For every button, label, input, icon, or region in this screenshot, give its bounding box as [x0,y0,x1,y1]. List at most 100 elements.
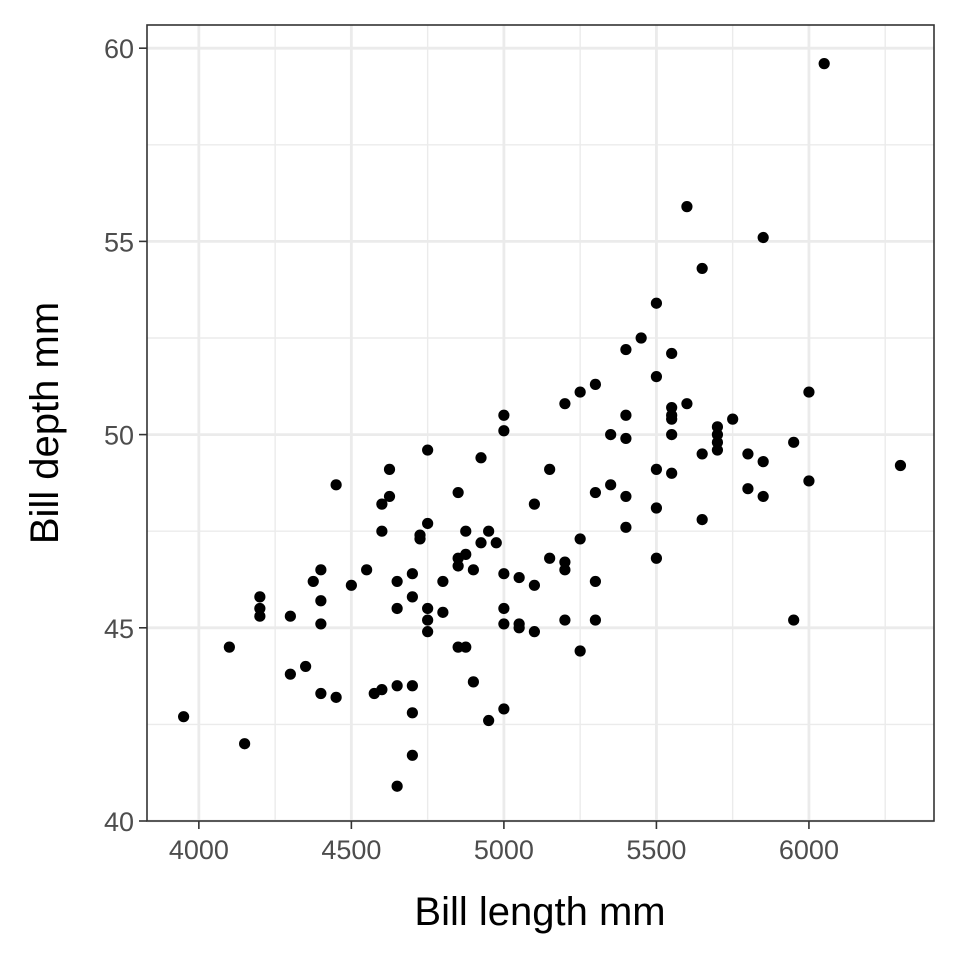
x-tick-label: 4500 [321,835,381,865]
data-point [284,610,296,622]
data-point [315,564,327,576]
plot-panel [147,25,934,821]
data-point [666,347,678,360]
data-point [406,591,418,603]
y-tick-label: 40 [104,807,134,837]
data-point [574,533,586,545]
y-axis-title: Bill depth mm [23,302,67,544]
data-point [513,571,525,584]
data-point [528,626,540,638]
data-point [681,201,693,213]
data-point [711,436,724,448]
data-point [620,432,632,445]
data-point [330,479,342,491]
data-point [437,606,449,618]
data-point [376,498,388,510]
data-point [498,703,510,715]
x-tick-label: 4000 [169,835,229,865]
data-point [361,564,373,576]
data-point [559,556,571,568]
data-point [605,428,617,441]
data-point [742,483,754,495]
data-point [498,409,510,421]
data-point [559,398,571,410]
data-point [711,428,724,441]
plot-border [146,24,935,822]
data-point [406,749,418,761]
data-point [330,691,342,703]
data-point [391,602,403,615]
data-point [498,618,510,630]
data-point [650,552,663,564]
data-point [894,459,907,472]
data-point [391,680,403,692]
data-point [788,614,800,626]
data-point [498,602,510,615]
data-point [475,452,487,464]
data-point [666,467,678,479]
data-point [696,262,708,275]
data-point [422,614,434,626]
data-point [414,533,426,545]
data-point [803,475,815,487]
data-point [422,444,434,456]
data-point [391,780,403,792]
data-point [605,479,617,491]
data-point [620,490,632,503]
y-tick-label: 60 [104,34,134,64]
data-points [178,58,907,792]
data-point [711,444,724,456]
data-point [452,486,464,499]
data-point [528,498,540,510]
data-point [803,386,815,398]
data-point [650,502,663,514]
data-point [467,564,479,576]
data-point [475,537,487,549]
data-point [757,231,769,244]
data-point [544,552,556,564]
data-point [254,610,266,622]
data-point [345,579,357,591]
data-point [422,626,434,638]
y-axis: 40 45 50 55 60 [104,34,147,837]
data-point [376,684,388,696]
x-tick-label: 5000 [474,835,534,865]
data-point [666,428,678,441]
data-point [650,463,663,475]
data-point [483,714,495,727]
data-point [513,622,525,634]
data-point [498,568,510,580]
data-point [315,687,327,700]
data-point [620,521,632,533]
data-point [650,297,663,309]
data-point [589,486,602,499]
data-point [483,525,495,537]
data-point [589,575,602,588]
x-axis: 4000 4500 5000 5500 6000 [169,821,839,865]
data-point [406,707,418,719]
data-point [620,409,632,421]
x-tick-label: 6000 [779,835,839,865]
data-point [498,425,510,437]
data-point [383,490,396,503]
data-point [711,421,724,433]
data-point [696,514,708,526]
data-point [559,614,571,626]
data-point [727,413,739,425]
data-point [254,591,266,603]
data-point [315,595,327,607]
data-point [422,517,434,530]
data-point [757,490,769,503]
data-point [635,332,647,344]
data-point [284,668,296,680]
data-point [666,401,678,414]
data-point [742,448,754,460]
data-point [757,456,769,468]
data-point [650,371,663,383]
data-point [544,463,556,475]
data-point [223,641,235,653]
data-point [437,575,449,588]
data-point [452,560,464,572]
data-point [315,618,327,630]
